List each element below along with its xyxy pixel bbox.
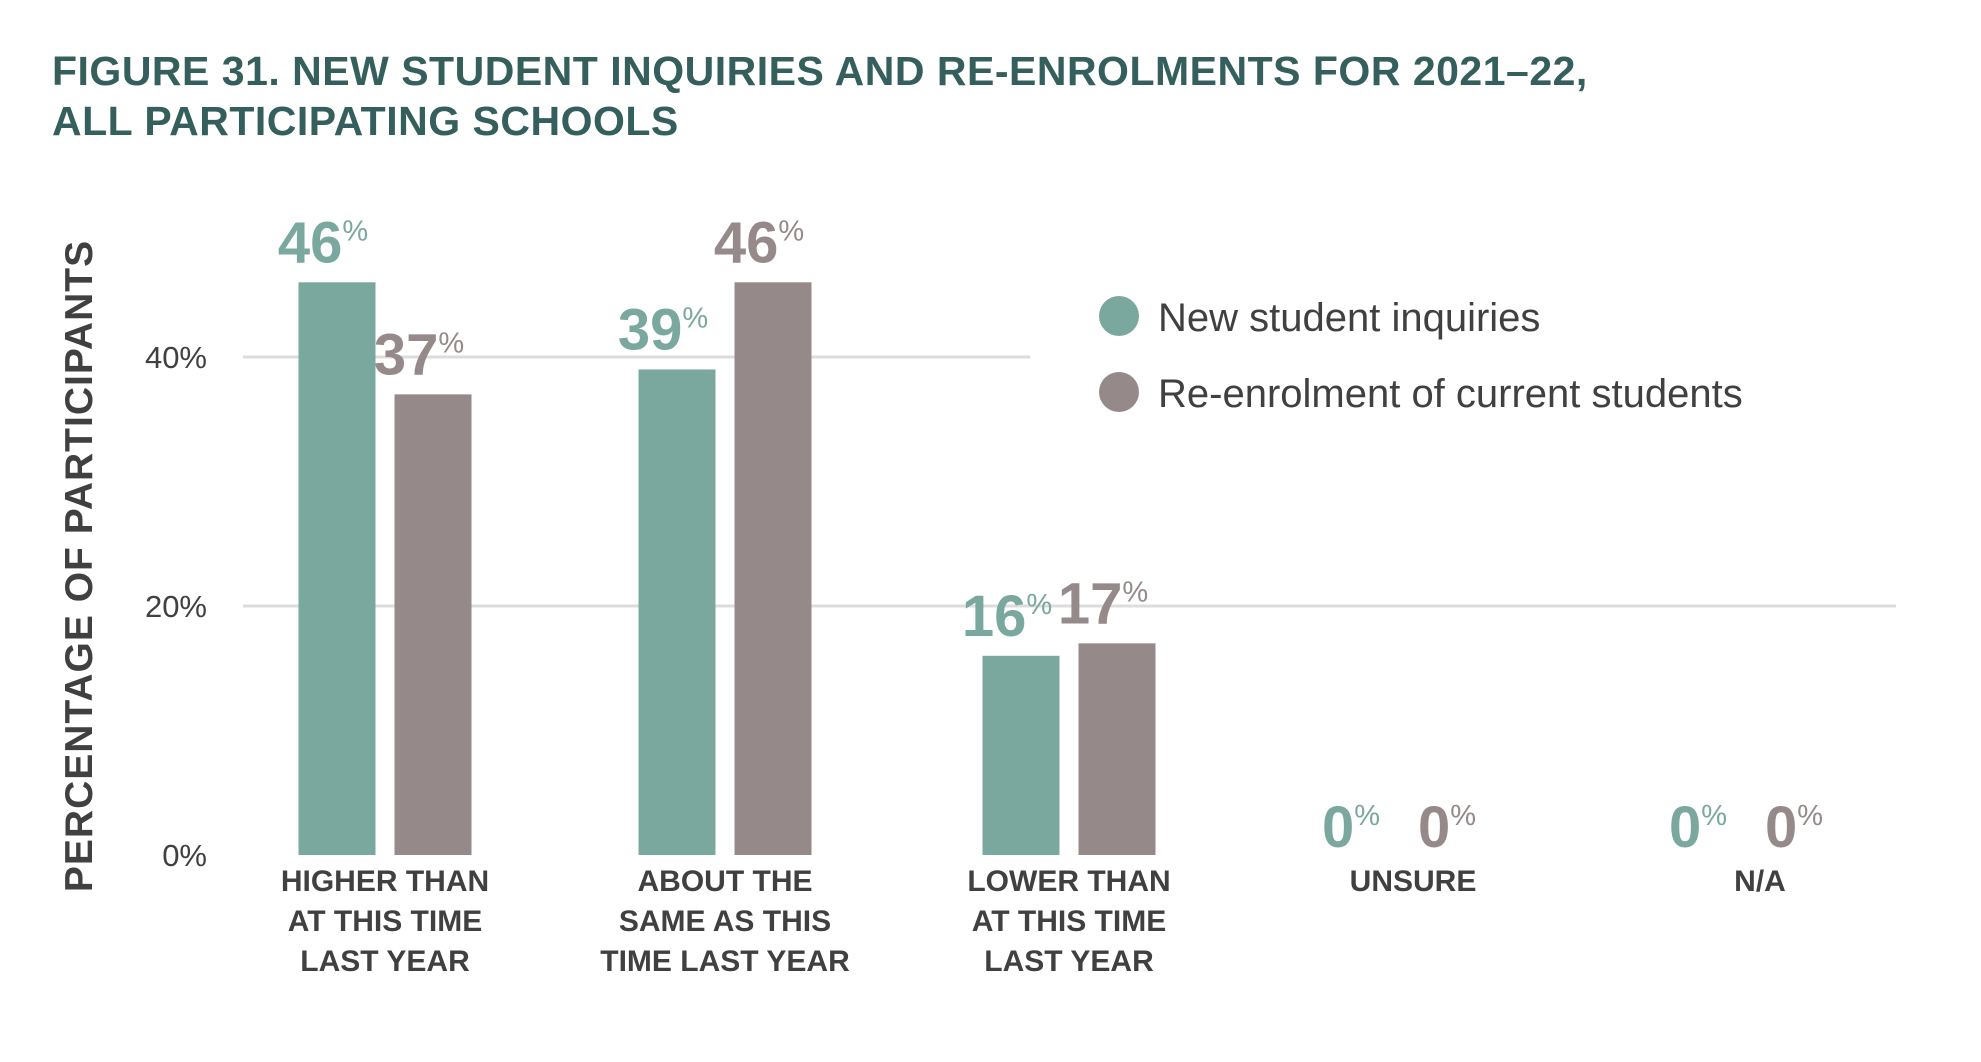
data-label-re-enrolment-0: 37% bbox=[374, 322, 464, 387]
data-label-re-enrolment-2: 17% bbox=[1058, 571, 1148, 636]
y-axis: PERCENTAGE OF PARTICIPANTS 0% 20% 40% bbox=[58, 240, 207, 892]
bar-re-enrolment-2 bbox=[1078, 643, 1156, 855]
category-label-2: LOWER THAN AT THIS TIME LAST YEAR bbox=[967, 865, 1170, 978]
legend-swatch-re-enrolment bbox=[1099, 372, 1139, 412]
legend-label-new-inquiries: New student inquiries bbox=[1158, 296, 1540, 340]
y-tick-label-0: 0% bbox=[162, 838, 207, 873]
category-label-4: N/A bbox=[1734, 865, 1786, 898]
bar-re-enrolment-0 bbox=[394, 394, 472, 855]
category-label-0: HIGHER THAN AT THIS TIME LAST YEAR bbox=[281, 865, 489, 978]
legend-swatch-new-inquiries bbox=[1099, 296, 1139, 336]
chart-title-line-2: ALL PARTICIPATING SCHOOLS bbox=[52, 98, 679, 144]
y-tick-label-20: 20% bbox=[145, 589, 207, 624]
data-label-new-inquiries-4: 0% bbox=[1669, 795, 1727, 860]
x-axis-categories: HIGHER THAN AT THIS TIME LAST YEAR ABOUT TH… bbox=[281, 865, 1786, 978]
bar-new-inquiries-1 bbox=[638, 369, 716, 855]
data-label-re-enrolment-4: 0% bbox=[1765, 795, 1823, 860]
data-labels: 46%39%16%0% 0%37%46%17%0% 0% bbox=[278, 210, 1823, 860]
data-label-re-enrolment-3: 0% bbox=[1418, 795, 1476, 860]
bar-new-inquiries-2 bbox=[982, 655, 1060, 855]
y-axis-title: PERCENTAGE OF PARTICIPANTS bbox=[58, 240, 101, 892]
legend-label-re-enrolment: Re-enrolment of current students bbox=[1158, 372, 1743, 416]
data-label-new-inquiries-2: 16% bbox=[962, 584, 1052, 649]
bars bbox=[298, 282, 1156, 855]
category-label-1: ABOUT THE SAME AS THIS TIME LAST YEAR bbox=[600, 865, 850, 978]
y-tick-label-40: 40% bbox=[145, 340, 207, 375]
data-label-new-inquiries-3: 0% bbox=[1322, 795, 1380, 860]
chart-title: FIGURE 31. NEW STUDENT INQUIRIES AND RE-… bbox=[52, 46, 1588, 146]
data-label-new-inquiries-1: 39% bbox=[618, 297, 708, 362]
legend: New student inquiries Re-enrolment of cur… bbox=[1099, 296, 1743, 416]
data-label-re-enrolment-1: 46% bbox=[714, 210, 804, 275]
bar-new-inquiries-0 bbox=[298, 282, 376, 855]
category-label-3: UNSURE bbox=[1350, 865, 1477, 898]
bar-re-enrolment-1 bbox=[734, 282, 812, 855]
data-label-new-inquiries-0: 46% bbox=[278, 210, 368, 275]
chart-title-line-1: FIGURE 31. NEW STUDENT INQUIRIES AND RE-… bbox=[52, 48, 1588, 94]
